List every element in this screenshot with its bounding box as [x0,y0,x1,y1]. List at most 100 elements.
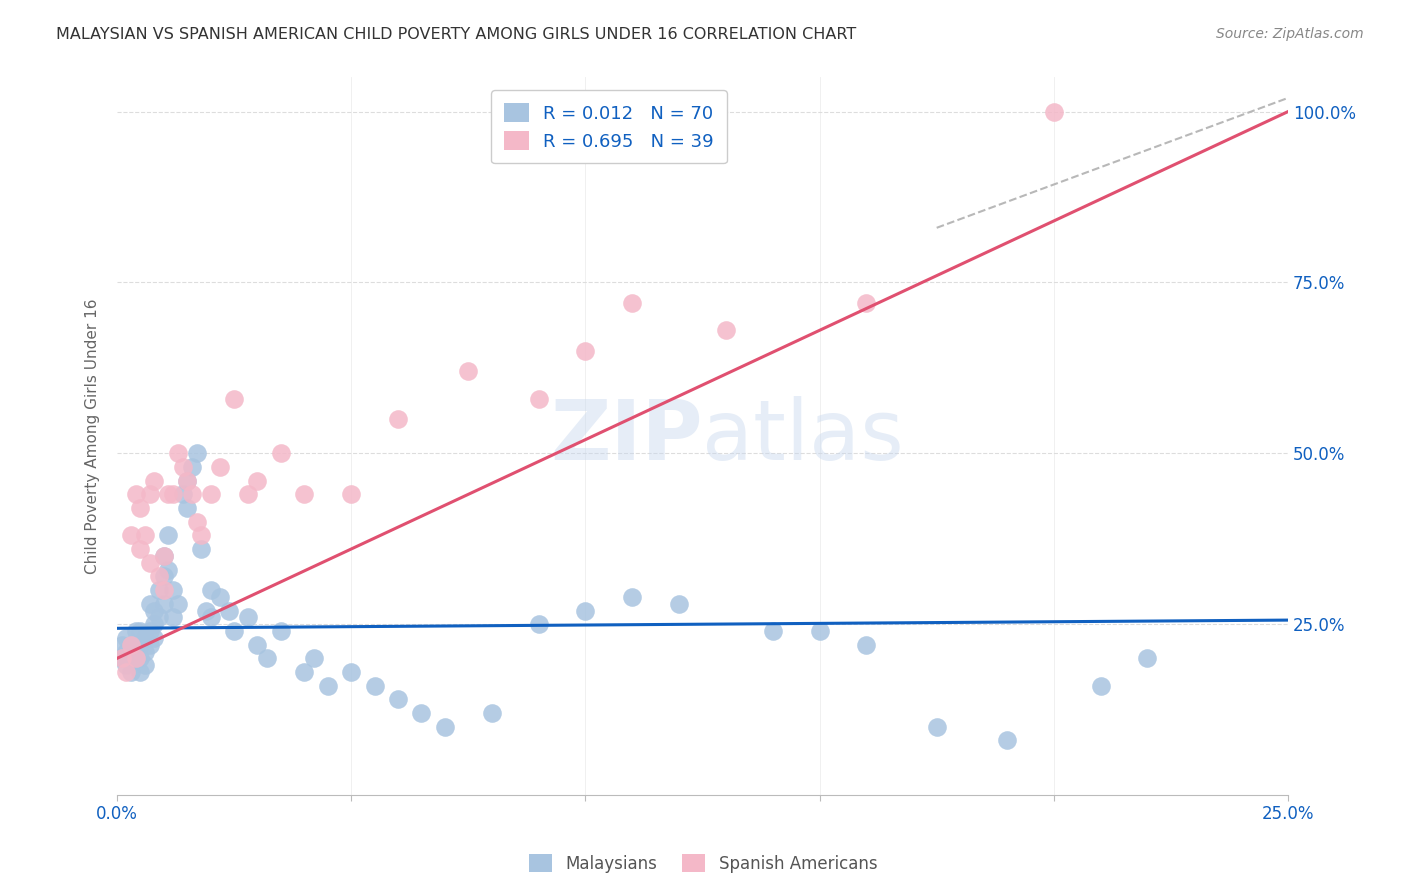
Point [139,624,162,638]
Point [200,610,222,624]
Point [111,651,134,665]
Point [363,679,385,693]
Point [111,651,134,665]
Point [120,665,142,679]
Point [387,412,409,426]
Point [153,549,176,563]
Point [125,624,148,638]
Point [172,460,194,475]
Point [120,528,142,542]
Point [340,665,363,679]
Point [143,474,166,488]
Legend: R = 0.012   N = 70, R = 0.695   N = 39: R = 0.012 N = 70, R = 0.695 N = 39 [491,90,727,163]
Point [186,446,208,460]
Point [925,720,948,734]
Point [129,651,152,665]
Point [111,638,134,652]
Point [995,733,1018,747]
Point [194,603,217,617]
Point [574,603,596,617]
Point [139,556,162,570]
Point [411,706,433,720]
Point [481,706,503,720]
Point [302,651,325,665]
Text: atlas: atlas [703,396,904,476]
Point [574,343,596,358]
Point [808,624,831,638]
Point [134,658,156,673]
Point [115,665,138,679]
Point [668,597,690,611]
Point [120,638,142,652]
Point [340,487,363,501]
Point [129,638,152,652]
Point [292,487,315,501]
Point [125,487,148,501]
Point [316,679,339,693]
Point [236,487,259,501]
Point [129,541,152,556]
Y-axis label: Child Poverty Among Girls Under 16: Child Poverty Among Girls Under 16 [86,299,100,574]
Point [1136,651,1159,665]
Point [153,597,176,611]
Point [125,651,148,665]
Point [139,638,162,652]
Point [200,487,222,501]
Point [157,562,180,576]
Text: Source: ZipAtlas.com: Source: ZipAtlas.com [1216,27,1364,41]
Point [134,631,156,645]
Point [222,624,245,638]
Point [125,638,148,652]
Point [218,603,240,617]
Point [1090,679,1112,693]
Point [120,638,142,652]
Point [270,446,292,460]
Legend: Malaysians, Spanish Americans: Malaysians, Spanish Americans [522,847,884,880]
Point [120,651,142,665]
Point [162,582,184,597]
Point [172,487,194,501]
Point [148,569,170,583]
Point [762,624,785,638]
Point [115,644,138,658]
Point [129,624,152,638]
Point [527,617,550,632]
Point [855,296,877,310]
Point [1042,104,1064,119]
Point [186,515,208,529]
Point [621,296,644,310]
Point [153,549,176,563]
Point [190,541,212,556]
Point [129,665,152,679]
Point [457,364,479,378]
Point [157,528,180,542]
Point [222,392,245,406]
Text: ZIP: ZIP [550,396,703,476]
Point [433,720,456,734]
Point [208,460,231,475]
Point [200,582,222,597]
Point [246,638,269,652]
Point [855,638,877,652]
Point [134,644,156,658]
Point [176,474,198,488]
Point [236,610,259,624]
Point [208,590,231,604]
Point [115,631,138,645]
Point [621,590,644,604]
Point [148,582,170,597]
Point [292,665,315,679]
Point [143,617,166,632]
Point [162,610,184,624]
Point [256,651,278,665]
Point [176,501,198,516]
Point [180,487,202,501]
Point [153,569,176,583]
Point [153,582,176,597]
Point [143,603,166,617]
Point [129,501,152,516]
Point [180,460,202,475]
Point [125,651,148,665]
Point [246,474,269,488]
Point [176,474,198,488]
